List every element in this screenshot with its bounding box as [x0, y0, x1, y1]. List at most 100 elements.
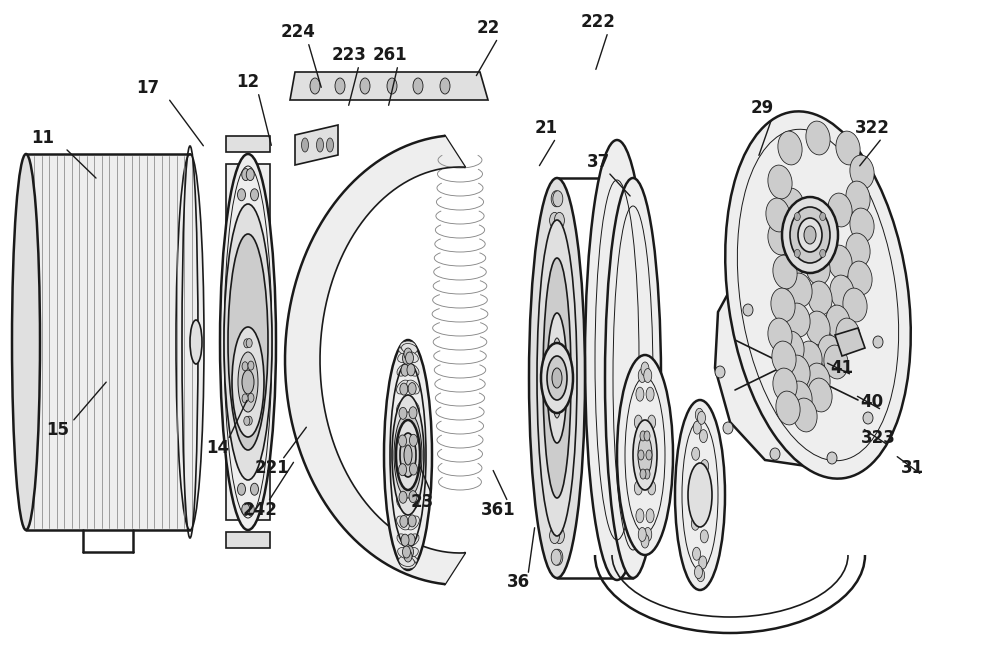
Polygon shape	[226, 136, 270, 152]
Ellipse shape	[771, 288, 795, 322]
Ellipse shape	[406, 546, 414, 558]
Text: 29: 29	[750, 99, 774, 117]
Ellipse shape	[794, 249, 800, 257]
Ellipse shape	[848, 261, 872, 295]
Ellipse shape	[403, 351, 418, 362]
Ellipse shape	[12, 154, 40, 530]
Ellipse shape	[244, 339, 250, 348]
Ellipse shape	[551, 338, 563, 418]
Ellipse shape	[401, 534, 409, 546]
Ellipse shape	[770, 448, 780, 460]
Ellipse shape	[776, 391, 800, 425]
Ellipse shape	[242, 362, 248, 371]
Ellipse shape	[234, 446, 242, 458]
Text: 221: 221	[255, 459, 289, 477]
Ellipse shape	[644, 528, 652, 542]
Ellipse shape	[697, 569, 705, 582]
Ellipse shape	[820, 249, 826, 257]
Ellipse shape	[634, 481, 642, 495]
Ellipse shape	[743, 304, 753, 316]
Ellipse shape	[617, 355, 673, 555]
Ellipse shape	[554, 528, 564, 544]
Ellipse shape	[557, 432, 567, 448]
Ellipse shape	[873, 336, 883, 348]
Ellipse shape	[556, 253, 566, 269]
Ellipse shape	[638, 369, 646, 383]
Ellipse shape	[231, 336, 239, 348]
Ellipse shape	[408, 515, 416, 527]
Ellipse shape	[585, 140, 649, 580]
Ellipse shape	[413, 78, 423, 94]
Ellipse shape	[250, 483, 258, 495]
Ellipse shape	[404, 445, 412, 465]
Ellipse shape	[554, 212, 564, 228]
Ellipse shape	[824, 345, 848, 379]
Ellipse shape	[782, 197, 838, 273]
Ellipse shape	[641, 534, 649, 548]
Ellipse shape	[238, 189, 246, 201]
Ellipse shape	[242, 169, 250, 181]
Ellipse shape	[675, 400, 725, 590]
Ellipse shape	[640, 431, 646, 441]
Ellipse shape	[190, 320, 202, 364]
Ellipse shape	[399, 492, 407, 503]
Text: 36: 36	[506, 573, 530, 591]
Ellipse shape	[242, 370, 254, 394]
Ellipse shape	[246, 416, 252, 425]
Ellipse shape	[248, 361, 254, 370]
Text: 242: 242	[243, 501, 277, 519]
Ellipse shape	[633, 420, 657, 490]
Ellipse shape	[224, 204, 272, 480]
Ellipse shape	[408, 495, 420, 510]
Ellipse shape	[394, 412, 422, 498]
Ellipse shape	[387, 78, 397, 94]
Polygon shape	[295, 125, 338, 165]
Ellipse shape	[550, 212, 560, 228]
Ellipse shape	[228, 234, 268, 450]
Ellipse shape	[398, 351, 413, 362]
Ellipse shape	[242, 504, 250, 516]
Ellipse shape	[246, 169, 254, 181]
Ellipse shape	[397, 364, 411, 376]
Ellipse shape	[256, 394, 264, 406]
Ellipse shape	[778, 131, 802, 165]
Ellipse shape	[232, 278, 240, 290]
Ellipse shape	[808, 378, 832, 412]
Ellipse shape	[836, 318, 860, 352]
Text: 361: 361	[481, 501, 515, 519]
Ellipse shape	[392, 395, 424, 515]
Ellipse shape	[396, 472, 407, 487]
Ellipse shape	[547, 356, 567, 400]
Ellipse shape	[648, 415, 656, 429]
Ellipse shape	[541, 343, 573, 413]
Ellipse shape	[850, 155, 874, 189]
Text: 224: 224	[281, 23, 315, 41]
Ellipse shape	[254, 446, 262, 458]
Ellipse shape	[644, 431, 650, 441]
Ellipse shape	[402, 546, 410, 558]
Ellipse shape	[553, 549, 563, 565]
Ellipse shape	[557, 370, 567, 386]
Ellipse shape	[406, 352, 414, 364]
Ellipse shape	[399, 344, 414, 354]
Polygon shape	[226, 164, 270, 520]
Ellipse shape	[552, 368, 562, 388]
Ellipse shape	[798, 341, 822, 375]
Text: 23: 23	[410, 493, 434, 511]
Ellipse shape	[826, 305, 850, 339]
Ellipse shape	[254, 227, 262, 239]
Polygon shape	[835, 328, 865, 356]
Ellipse shape	[403, 548, 418, 559]
Ellipse shape	[644, 369, 652, 383]
Ellipse shape	[634, 448, 642, 462]
Ellipse shape	[556, 487, 566, 503]
Ellipse shape	[360, 78, 370, 94]
Ellipse shape	[846, 181, 870, 215]
Ellipse shape	[543, 258, 571, 498]
Ellipse shape	[550, 528, 560, 544]
Ellipse shape	[397, 534, 411, 546]
Text: 37: 37	[586, 153, 610, 171]
Polygon shape	[226, 532, 270, 548]
Ellipse shape	[326, 138, 334, 152]
Ellipse shape	[316, 138, 324, 152]
